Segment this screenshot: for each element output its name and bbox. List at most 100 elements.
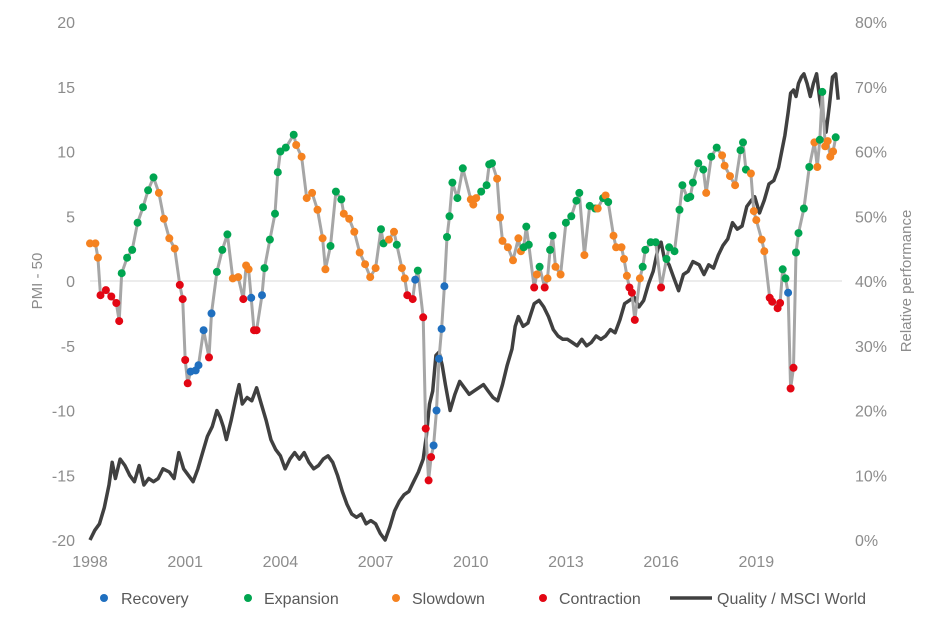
legend-recovery-label: Recovery bbox=[121, 591, 189, 608]
slowdown-point bbox=[371, 264, 380, 273]
expansion-point bbox=[572, 196, 581, 205]
contraction-point bbox=[115, 317, 124, 326]
expansion-point bbox=[638, 262, 647, 271]
right-tick-label: 60% bbox=[855, 145, 887, 162]
expansion-point bbox=[736, 146, 745, 155]
slowdown-point bbox=[350, 227, 359, 236]
slowdown-point bbox=[297, 152, 306, 161]
right-tick-label: 50% bbox=[855, 209, 887, 226]
slowdown-point bbox=[234, 273, 243, 282]
expansion-point bbox=[337, 195, 346, 204]
slowdown-point bbox=[318, 234, 327, 243]
slowdown-point bbox=[498, 236, 507, 245]
slowdown-point bbox=[760, 247, 769, 256]
expansion-point bbox=[522, 222, 531, 231]
left-tick-label: -15 bbox=[52, 468, 75, 485]
slowdown-point bbox=[496, 213, 504, 222]
expansion-point bbox=[443, 233, 451, 241]
slowdown-point bbox=[514, 234, 523, 243]
x-tick-label: 2016 bbox=[643, 554, 679, 571]
expansion-point bbox=[271, 209, 279, 218]
right-tick-label: 80% bbox=[855, 15, 887, 32]
expansion-point bbox=[445, 212, 454, 221]
contraction-point bbox=[419, 313, 428, 322]
contraction-point bbox=[786, 384, 795, 393]
left-tick-label: 5 bbox=[66, 209, 75, 226]
slowdown-point bbox=[813, 163, 822, 171]
slowdown-point bbox=[366, 273, 375, 282]
quality-msci-world-line bbox=[88, 72, 840, 542]
slowdown-point bbox=[757, 235, 766, 244]
legend-recovery-marker bbox=[100, 594, 108, 602]
contraction-point bbox=[408, 295, 417, 304]
expansion-point bbox=[778, 265, 787, 274]
contraction-point bbox=[776, 299, 785, 307]
left-tick-label: 20 bbox=[57, 15, 75, 32]
expansion-point bbox=[458, 164, 467, 173]
contraction-point bbox=[183, 379, 192, 388]
contraction-point bbox=[768, 297, 777, 306]
expansion-point bbox=[448, 178, 457, 187]
left-tick-label: -20 bbox=[52, 533, 75, 550]
slowdown-point bbox=[617, 243, 626, 252]
expansion-point bbox=[678, 181, 687, 190]
expansion-point bbox=[524, 240, 533, 249]
slowdown-point bbox=[593, 204, 602, 213]
slowdown-point bbox=[829, 147, 838, 156]
left-tick-label: 0 bbox=[66, 274, 75, 291]
x-tick-label: 2013 bbox=[548, 554, 584, 571]
right-axis-ticks: 0% 10% 20% 30% 40% 50% 60% 70% 80% bbox=[855, 15, 887, 550]
x-tick-label: 1998 bbox=[72, 554, 108, 571]
expansion-point bbox=[331, 187, 340, 196]
right-tick-label: 70% bbox=[855, 80, 887, 97]
expansion-point bbox=[149, 173, 158, 182]
slowdown-point bbox=[400, 274, 409, 283]
left-tick-label: 10 bbox=[57, 145, 75, 162]
contraction-point bbox=[239, 295, 248, 304]
contraction-point bbox=[205, 353, 213, 362]
recovery-point bbox=[194, 361, 203, 370]
slowdown-point bbox=[702, 188, 711, 197]
contraction-point bbox=[540, 283, 549, 292]
contraction-point bbox=[789, 363, 798, 372]
slowdown-point bbox=[390, 227, 398, 236]
expansion-point bbox=[453, 194, 462, 203]
contraction-point bbox=[627, 288, 636, 297]
contraction-point bbox=[421, 424, 430, 433]
slowdown-point bbox=[580, 251, 589, 260]
expansion-point bbox=[265, 235, 274, 244]
slowdown-point bbox=[620, 255, 628, 263]
slowdown-point bbox=[384, 235, 393, 244]
left-axis-title: PMI - 50 bbox=[29, 253, 46, 310]
expansion-point bbox=[546, 245, 555, 254]
slowdown-point bbox=[509, 256, 517, 265]
expansion-point bbox=[260, 264, 269, 273]
slowdown-point bbox=[321, 265, 330, 274]
x-tick-label: 2019 bbox=[739, 554, 775, 571]
left-tick-label: -10 bbox=[52, 404, 75, 421]
slowdown-point bbox=[308, 188, 317, 197]
pmi-line bbox=[90, 90, 838, 482]
slowdown-point bbox=[556, 270, 565, 279]
legend-expansion-label: Expansion bbox=[264, 591, 339, 608]
recovery-point bbox=[247, 293, 256, 302]
expansion-point bbox=[818, 87, 827, 96]
expansion-point bbox=[575, 188, 584, 197]
slowdown-point bbox=[159, 214, 168, 223]
contraction-point bbox=[178, 295, 187, 304]
pmi-series bbox=[90, 90, 838, 482]
expansion-point bbox=[694, 159, 703, 168]
expansion-point bbox=[281, 143, 290, 152]
slowdown-point bbox=[93, 253, 102, 262]
slowdown-point bbox=[609, 231, 618, 240]
contraction-point bbox=[630, 315, 639, 324]
legend-quality_line-label: Quality / MSCI World bbox=[717, 591, 866, 608]
expansion-point bbox=[675, 205, 684, 214]
slowdown-point bbox=[469, 200, 478, 209]
slowdown-point bbox=[749, 207, 758, 216]
expansion-point bbox=[128, 245, 137, 254]
expansion-point bbox=[144, 186, 153, 195]
expansion-point bbox=[117, 269, 126, 278]
contraction-point bbox=[427, 453, 436, 462]
contraction-point bbox=[112, 299, 121, 307]
